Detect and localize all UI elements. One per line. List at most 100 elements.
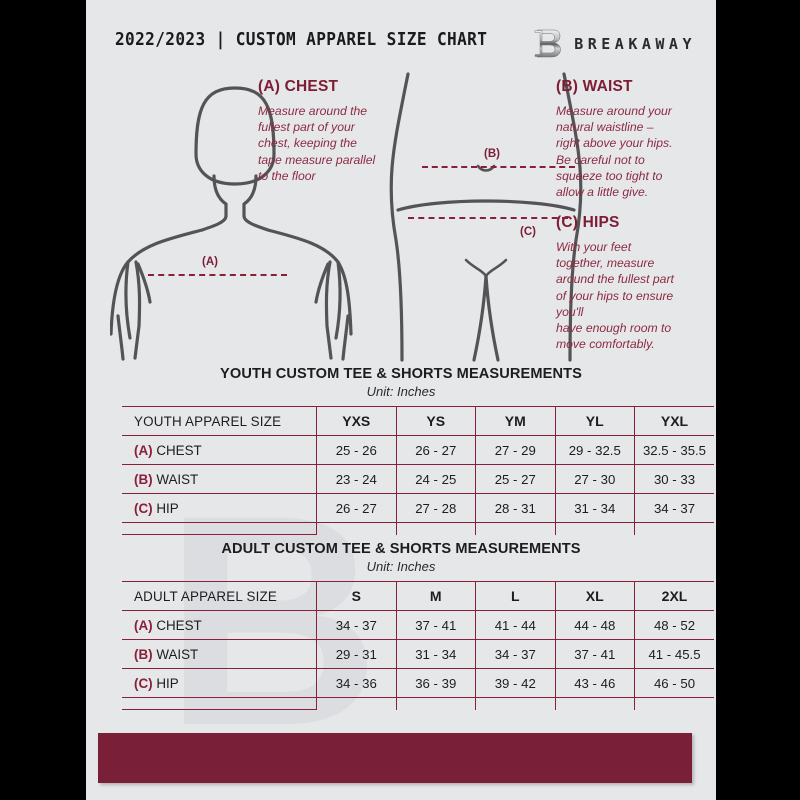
youth-col-0: YXS (316, 406, 396, 436)
callout-hips: (C) HIPS With your feet together, measur… (556, 214, 708, 352)
page-content: 2022/2023 | CUSTOM APPAREL SIZE CHART (86, 0, 716, 800)
adult-col-2: L (475, 581, 555, 611)
youth-row-2-label: (C) HIP (122, 493, 317, 523)
callout-hips-title: (C) HIPS (556, 214, 620, 231)
table-row: (B) WAIST 23 - 24 24 - 25 25 - 27 27 - 3… (122, 464, 714, 494)
youth-row-header-label: YOUTH APPAREL SIZE (122, 406, 317, 436)
youth-r1-c3: 27 - 30 (554, 464, 635, 494)
adult-row-2-label: (C) HIP (122, 668, 317, 698)
youth-row-0-name: CHEST (156, 442, 202, 458)
youth-table-unit: Unit: Inches (366, 384, 436, 399)
hips-measure-line (408, 217, 568, 219)
adult-row-header-label: ADULT APPAREL SIZE (122, 581, 317, 611)
callout-chest-body: Measure around the fullest part of your … (258, 104, 376, 183)
youth-table-title: YOUTH CUSTOM TEE & SHORTS MEASUREMENTS (220, 366, 582, 382)
table-row: (A) CHEST 25 - 26 26 - 27 27 - 29 29 - 3… (122, 435, 714, 465)
youth-r2-c2: 28 - 31 (475, 493, 555, 523)
youth-r2-c0: 26 - 27 (316, 493, 396, 523)
adult-r1-c4: 41 - 45.5 (634, 639, 714, 669)
adult-r0-c2: 41 - 44 (475, 610, 555, 640)
male-torso-outline-icon (110, 86, 353, 361)
adult-col-3: XL (554, 581, 635, 611)
table-bottom-rule (122, 697, 714, 710)
youth-col-2: YM (475, 406, 555, 436)
youth-r0-c0: 25 - 26 (316, 435, 396, 465)
brand-lockup: BREAKAWAY (534, 28, 696, 59)
adult-size-table-block: ADULT CUSTOM TEE & SHORTS MEASUREMENTS U… (86, 541, 716, 710)
adult-row-2-name: HIP (156, 675, 179, 691)
page-title: 2022/2023 | CUSTOM APPAREL SIZE CHART (115, 30, 488, 50)
adult-r0-c3: 44 - 48 (554, 610, 635, 640)
adult-col-4: 2XL (634, 581, 714, 611)
table-row: (A) CHEST 34 - 37 37 - 41 41 - 44 44 - 4… (122, 610, 714, 640)
youth-r0-c1: 26 - 27 (395, 435, 476, 465)
adult-size-table: ADULT APPAREL SIZE S M L XL 2XL (A) CHES… (122, 581, 714, 710)
adult-r1-c3: 37 - 41 (554, 639, 635, 669)
table-row: (C) HIP 26 - 27 27 - 28 28 - 31 31 - 34 … (122, 493, 714, 523)
youth-row-1-label: (B) WAIST (122, 464, 317, 494)
chest-measure-line (148, 274, 287, 276)
youth-size-table: YOUTH APPAREL SIZE YXS YS YM YL YXL (A) … (122, 406, 714, 535)
youth-row-1-name: WAIST (156, 471, 199, 487)
adult-r0-c1: 37 - 41 (395, 610, 476, 640)
hips-measure-tag: (C) (520, 226, 536, 238)
waist-measure-tag: (B) (484, 148, 500, 160)
youth-r1-c4: 30 - 33 (634, 464, 714, 494)
adult-col-0: S (316, 581, 396, 611)
size-chart-page: B 2022/2023 | CUSTOM APPAREL SIZE CHART (86, 0, 716, 800)
measurement-illustrations: (A) (B) (C) (A) CHEST Measure around the… (86, 66, 716, 366)
callout-waist-title: (B) WAIST (556, 78, 633, 95)
adult-r1-c2: 34 - 37 (475, 639, 555, 669)
adult-r1-c0: 29 - 31 (316, 639, 396, 669)
adult-table-unit: Unit: Inches (366, 559, 436, 574)
youth-r1-c0: 23 - 24 (316, 464, 396, 494)
adult-r2-c3: 43 - 46 (554, 668, 635, 698)
youth-row-0-tag: (A) (134, 442, 153, 458)
adult-r2-c2: 39 - 42 (475, 668, 555, 698)
adult-row-1-label: (B) WAIST (122, 639, 317, 669)
youth-row-0-label: (A) CHEST (122, 435, 317, 465)
adult-col-1: M (395, 581, 476, 611)
male-hips-outline-icon (389, 72, 583, 362)
youth-row-2-name: HIP (156, 500, 179, 516)
youth-size-table-block: YOUTH CUSTOM TEE & SHORTS MEASUREMENTS U… (86, 366, 716, 535)
table-header-row: YOUTH APPAREL SIZE YXS YS YM YL YXL (122, 406, 714, 436)
adult-row-0-name: CHEST (156, 617, 202, 633)
chest-measure-tag: (A) (202, 256, 218, 268)
waist-measure-line (422, 166, 575, 168)
breakaway-b-logo-icon (535, 29, 561, 58)
adult-row-0-label: (A) CHEST (122, 610, 317, 640)
adult-r0-c0: 34 - 37 (316, 610, 396, 640)
table-header-row: ADULT APPAREL SIZE S M L XL 2XL (122, 581, 714, 611)
youth-r0-c2: 27 - 29 (475, 435, 555, 465)
youth-col-1: YS (395, 406, 476, 436)
page-header: 2022/2023 | CUSTOM APPAREL SIZE CHART (86, 28, 716, 62)
youth-r0-c3: 29 - 32.5 (554, 435, 635, 465)
table-row: (C) HIP 34 - 36 36 - 39 39 - 42 43 - 46 … (122, 668, 714, 698)
youth-row-1-tag: (B) (134, 471, 153, 487)
adult-r2-c0: 34 - 36 (316, 668, 396, 698)
callout-hips-body: With your feet together, measure around … (556, 240, 674, 352)
youth-r2-c4: 34 - 37 (634, 493, 714, 523)
footer-bar (98, 733, 692, 783)
table-bottom-rule (122, 522, 714, 535)
table-bottom-rule-cell (122, 522, 317, 535)
callout-chest-title: (A) CHEST (258, 78, 339, 95)
callout-waist-body: Measure around your natural waistline – … (556, 104, 673, 200)
callout-chest: (A) CHEST Measure around the fullest par… (258, 78, 418, 184)
table-row: (B) WAIST 29 - 31 31 - 34 34 - 37 37 - 4… (122, 639, 714, 669)
youth-r2-c1: 27 - 28 (395, 493, 476, 523)
adult-r2-c4: 46 - 50 (634, 668, 714, 698)
adult-row-1-name: WAIST (156, 646, 199, 662)
adult-r2-c1: 36 - 39 (395, 668, 476, 698)
youth-r0-c4: 32.5 - 35.5 (634, 435, 714, 465)
adult-r0-c4: 48 - 52 (634, 610, 714, 640)
youth-r1-c1: 24 - 25 (395, 464, 476, 494)
youth-r2-c3: 31 - 34 (554, 493, 635, 523)
callout-waist: (B) WAIST Measure around your natural wa… (556, 78, 706, 200)
adult-row-2-tag: (C) (134, 675, 153, 691)
adult-r1-c1: 31 - 34 (395, 639, 476, 669)
youth-r1-c2: 25 - 27 (475, 464, 555, 494)
adult-table-title: ADULT CUSTOM TEE & SHORTS MEASUREMENTS (221, 541, 581, 557)
